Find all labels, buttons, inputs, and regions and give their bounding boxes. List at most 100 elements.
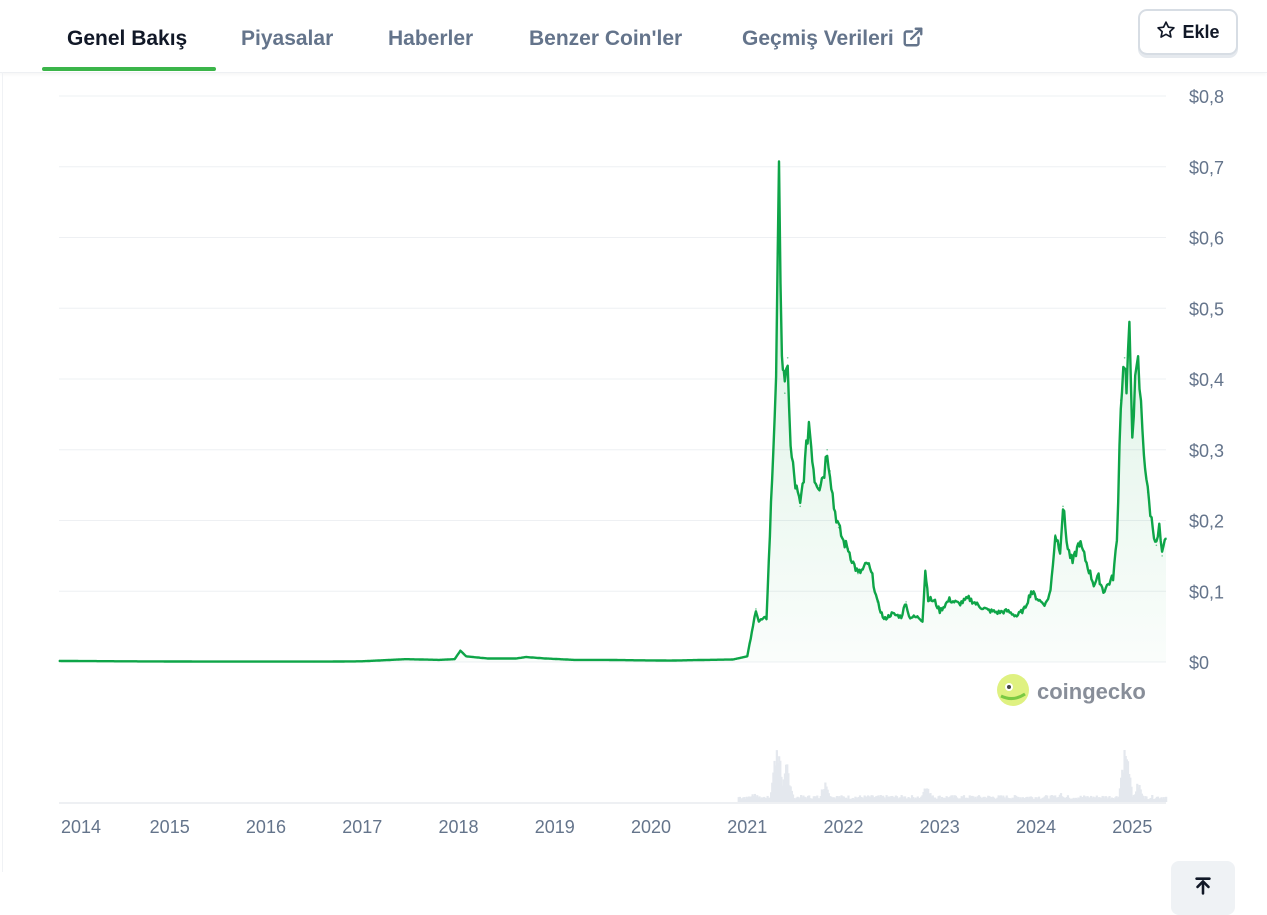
volume-bar (1061, 796, 1064, 802)
volume-bar (813, 796, 817, 802)
price-point (977, 604, 980, 607)
tab-historical-data[interactable]: Geçmiş Verileri (742, 0, 924, 70)
y-tick-label: $0,5 (1189, 299, 1224, 319)
volume-bar (901, 796, 904, 802)
external-link-icon (902, 3, 924, 81)
volume-bar (1041, 797, 1044, 802)
volume-bar (1084, 796, 1087, 802)
volume-bar (824, 782, 827, 802)
volume-bar (983, 796, 986, 802)
volume-bar (899, 797, 902, 802)
volume-bar (975, 798, 978, 802)
volume-bar (760, 797, 763, 802)
volume-bar (774, 765, 777, 802)
price-point (833, 505, 835, 508)
volume-bar (931, 795, 934, 802)
volume-bar (863, 795, 866, 802)
price-point (1112, 576, 1114, 578)
volume-bar (841, 796, 844, 802)
price-point (1150, 519, 1153, 522)
price-point (794, 484, 797, 486)
volume-bar (1110, 797, 1113, 802)
volume-bar (914, 797, 917, 802)
price-point (453, 658, 456, 660)
volume-bar (846, 798, 849, 802)
volume-bar (977, 795, 981, 802)
volume-bar (804, 797, 807, 802)
volume-bar (1104, 796, 1108, 802)
volume-bar (830, 796, 833, 802)
price-point (765, 617, 768, 619)
tab-news[interactable]: Haberler (388, 27, 474, 50)
volume-bar (1145, 796, 1148, 802)
volume-bar (1159, 798, 1162, 802)
volume-bar (842, 796, 845, 802)
price-point (927, 597, 930, 600)
price-point (772, 448, 775, 451)
volume-bar (885, 795, 888, 802)
volume-bar (949, 796, 952, 802)
volume-bar (763, 796, 766, 802)
volume-bar (1014, 795, 1018, 802)
volume-bar (742, 797, 745, 802)
arrow-up-icon (1192, 875, 1214, 902)
price-point (871, 576, 874, 578)
volume-bar (779, 760, 782, 802)
volume-bar (955, 797, 959, 802)
volume-bar (1032, 798, 1035, 802)
volume-bar (1108, 796, 1111, 802)
volume-bar (891, 795, 894, 802)
price-point (544, 657, 546, 660)
y-tick-label: $0,2 (1189, 512, 1224, 532)
volume-bar (976, 796, 979, 802)
volume-bar (1073, 798, 1076, 802)
volume-bar (923, 788, 926, 802)
volume-bar (864, 796, 867, 802)
add-watchlist-button[interactable]: Ekle (1138, 9, 1238, 55)
volume-bar (1135, 791, 1138, 802)
volume-bar (1106, 798, 1109, 802)
volume-bar (773, 760, 776, 802)
volume-bar (1137, 787, 1140, 802)
scroll-to-top-button[interactable] (1171, 861, 1235, 915)
y-tick-label: $0,6 (1189, 229, 1224, 249)
price-point (1146, 491, 1149, 494)
volume-bar (1125, 759, 1128, 802)
volume-bar (765, 798, 768, 802)
volume-bar (928, 793, 931, 802)
tab-markets[interactable]: Piyasalar (241, 27, 334, 50)
price-point (847, 548, 850, 550)
volume-bar (1010, 798, 1013, 802)
tab-overview[interactable]: Genel Bakış (67, 27, 188, 50)
volume-bar (1007, 798, 1011, 802)
volume-bar (1013, 795, 1016, 802)
volume-bar (982, 796, 985, 802)
volume-bar (850, 798, 854, 802)
volume-bar (1121, 769, 1124, 802)
volume-bar (862, 798, 865, 802)
volume-bar (738, 796, 741, 802)
price-chart-svg[interactable]: $0 $0,1 $0,2 $0,3 $0,4 $0,5 $0,6 $0,7 $0,8 2014 2… (3, 72, 1267, 872)
volume-bar (857, 796, 860, 802)
price-point (1097, 576, 1100, 578)
volume-bar (880, 796, 884, 802)
price-point (669, 659, 672, 662)
price-point (1078, 540, 1081, 543)
volume-bar (809, 798, 812, 802)
volume-bar (1094, 797, 1097, 802)
volume-bar (1162, 797, 1165, 802)
volume-bar (868, 796, 871, 802)
volume-bar (1079, 795, 1082, 802)
tab-similar-coins[interactable]: Benzer Coin'ler (529, 27, 683, 50)
price-point (804, 463, 806, 465)
volume-bar (836, 797, 840, 802)
price-point (525, 656, 527, 658)
volume-bar (796, 796, 799, 802)
price-point (1023, 608, 1026, 610)
price-chart[interactable]: $0 $0,1 $0,2 $0,3 $0,4 $0,5 $0,6 $0,7 $0,8 2014 2… (2, 72, 1267, 915)
volume-bar (1161, 798, 1164, 802)
volume-bar (884, 798, 887, 802)
price-point (900, 615, 903, 618)
x-tick-label: 2017 (342, 817, 382, 837)
volume-bar (1154, 798, 1157, 802)
